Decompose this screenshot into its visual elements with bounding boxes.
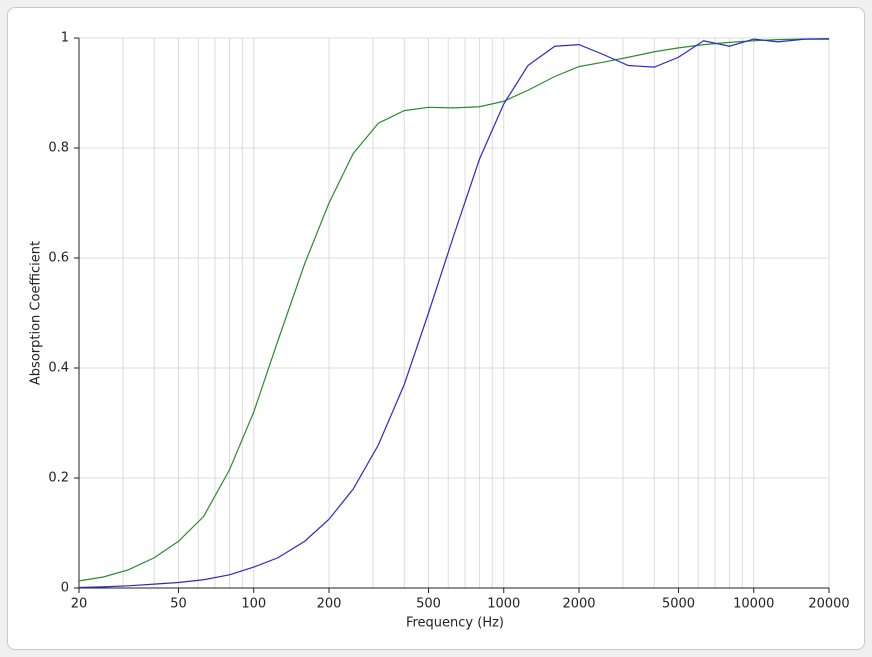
x-tick-label: 20: [71, 597, 88, 612]
y-tick-label: 1: [61, 31, 69, 46]
series-line: [78, 37, 830, 582]
y-tick-label: 0.8: [48, 141, 69, 156]
y-tick-label: 0.2: [48, 471, 69, 486]
y-axis-label: Absorption Coefficient: [29, 241, 44, 385]
y-tick-label: 0: [61, 581, 69, 596]
chart-panel: [7, 7, 865, 650]
y-tick-label: 0.4: [48, 361, 69, 376]
y-tick-label: 0.6: [48, 251, 69, 266]
x-tick-label: 1000: [487, 597, 520, 612]
x-tick-label: 100: [241, 597, 266, 612]
x-tick-label: 200: [317, 597, 342, 612]
x-tick-label: 2000: [562, 597, 595, 612]
x-tick-label: 10000: [733, 597, 774, 612]
x-tick-label: 50: [170, 597, 187, 612]
x-tick-label: 500: [416, 597, 441, 612]
x-tick-label: 20000: [808, 597, 849, 612]
x-tick-label: 5000: [662, 597, 695, 612]
series-line: [78, 38, 829, 589]
x-axis-label: Frequency (Hz): [406, 616, 504, 631]
